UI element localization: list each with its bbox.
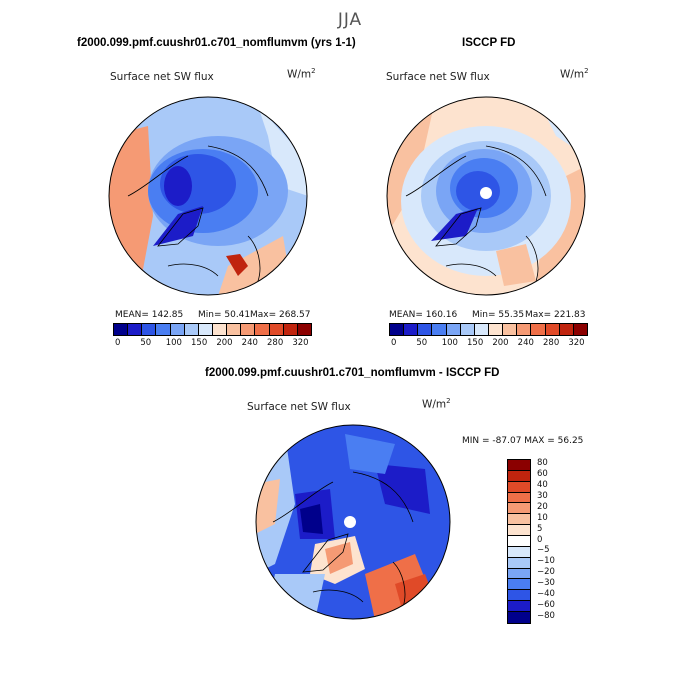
- left-max: Max= 268.57: [250, 310, 311, 320]
- colorbar-tick-label: 200: [216, 338, 233, 348]
- right-field-label: Surface net SW flux: [386, 71, 490, 83]
- colorbar-tick-label: 20: [537, 501, 548, 512]
- colorbar-swatch: [508, 557, 530, 569]
- colorbar-swatch: [390, 324, 405, 335]
- colorbar-tick-label: −5: [537, 545, 550, 556]
- right-units-label: W/m2: [560, 67, 589, 81]
- colorbar-tick-label: 80: [537, 458, 548, 469]
- colorbar-swatch: [114, 324, 129, 335]
- colorbar-swatch: [573, 324, 587, 335]
- colorbar-swatch: [142, 324, 157, 335]
- diff-panel-title: f2000.099.pmf.cuushr01.c701_nomflumvm - …: [205, 367, 500, 379]
- diff-units-label: W/m2: [422, 397, 451, 411]
- colorbar-swatch: [503, 324, 518, 335]
- colorbar-swatch: [508, 492, 530, 504]
- colorbar-tick-label: 60: [537, 469, 548, 480]
- colorbar-swatch: [255, 324, 270, 335]
- colorbar-tick-label: 320: [568, 338, 585, 348]
- colorbar-tick-label: 5: [537, 523, 543, 534]
- colorbar-swatch: [269, 324, 284, 335]
- diff-minmax: MIN = -87.07 MAX = 56.25: [462, 436, 584, 446]
- colorbar-swatch: [508, 481, 530, 493]
- colorbar-tick-label: −20: [537, 567, 555, 578]
- colorbar-tick-label: 0: [115, 338, 121, 348]
- colorbar-tick-label: 100: [165, 338, 182, 348]
- colorbar-swatch: [508, 579, 530, 591]
- colorbar-tick-label: −40: [537, 588, 555, 599]
- colorbar-tick-label: −60: [537, 599, 555, 610]
- colorbar-swatch: [241, 324, 256, 335]
- left-panel-title: f2000.099.pmf.cuushr01.c701_nomflumvm (y…: [77, 37, 356, 49]
- colorbar-tick-label: 50: [416, 338, 428, 348]
- season-title: JJA: [337, 10, 363, 30]
- colorbar-tick-label: 280: [543, 338, 560, 348]
- colorbar-swatch: [508, 514, 530, 526]
- colorbar-swatch: [432, 324, 447, 335]
- colorbar-tick-label: 50: [140, 338, 152, 348]
- left-polar-map: [108, 96, 308, 296]
- right-max: Max= 221.83: [525, 310, 586, 320]
- colorbar-swatch: [508, 601, 530, 613]
- diff-polar-map: [255, 424, 451, 620]
- colorbar-swatch: [198, 324, 213, 335]
- colorbar-tick-label: 30: [537, 491, 548, 502]
- colorbar-tick-label: 0: [537, 534, 543, 545]
- colorbar-tick-label: 0: [391, 338, 397, 348]
- left-field-label: Surface net SW flux: [110, 71, 214, 83]
- right-colorbar: [389, 323, 588, 336]
- right-polar-map: [386, 96, 586, 296]
- colorbar-swatch: [508, 470, 530, 482]
- colorbar-swatch: [128, 324, 143, 335]
- colorbar-swatch: [517, 324, 532, 335]
- colorbar-swatch: [184, 324, 199, 335]
- colorbar-swatch: [474, 324, 489, 335]
- colorbar-tick-label: 150: [467, 338, 484, 348]
- colorbar-swatch: [404, 324, 419, 335]
- left-mean: MEAN= 142.85: [115, 310, 184, 320]
- colorbar-swatch: [212, 324, 228, 335]
- diff-field-label: Surface net SW flux: [247, 401, 351, 413]
- colorbar-tick-label: 150: [191, 338, 208, 348]
- colorbar-tick-label: −30: [537, 577, 555, 588]
- left-colorbar: [113, 323, 312, 336]
- colorbar-swatch: [531, 324, 546, 335]
- colorbar-tick-label: 240: [241, 338, 258, 348]
- colorbar-swatch: [446, 324, 461, 335]
- colorbar-swatch: [418, 324, 433, 335]
- colorbar-swatch: [227, 324, 242, 335]
- colorbar-swatch: [170, 324, 185, 335]
- colorbar-tick-label: −80: [537, 610, 555, 621]
- colorbar-swatch: [508, 525, 530, 537]
- colorbar-swatch: [508, 503, 530, 515]
- colorbar-swatch: [559, 324, 574, 335]
- left-units-label: W/m2: [287, 67, 316, 81]
- colorbar-tick-label: 280: [267, 338, 284, 348]
- colorbar-tick-label: 10: [537, 512, 548, 523]
- colorbar-tick-label: 240: [517, 338, 534, 348]
- colorbar-tick-label: 100: [441, 338, 458, 348]
- right-min: Min= 55.35: [472, 310, 525, 320]
- right-panel-title: ISCCP FD: [462, 37, 516, 49]
- colorbar-tick-label: −10: [537, 556, 555, 567]
- colorbar-swatch: [297, 324, 311, 335]
- colorbar-swatch: [508, 536, 530, 547]
- colorbar-swatch: [283, 324, 298, 335]
- left-min: Min= 50.41: [198, 310, 251, 320]
- diff-colorbar: [507, 459, 531, 624]
- colorbar-swatch: [460, 324, 475, 335]
- colorbar-swatch: [508, 568, 530, 580]
- colorbar-tick-label: 320: [292, 338, 309, 348]
- colorbar-swatch: [508, 590, 530, 602]
- right-mean: MEAN= 160.16: [389, 310, 458, 320]
- colorbar-swatch: [488, 324, 504, 335]
- colorbar-swatch: [508, 612, 530, 623]
- colorbar-swatch: [156, 324, 171, 335]
- colorbar-swatch: [545, 324, 560, 335]
- colorbar-swatch: [508, 460, 530, 471]
- colorbar-tick-label: 200: [492, 338, 509, 348]
- colorbar-tick-label: 40: [537, 480, 548, 491]
- colorbar-swatch: [508, 546, 530, 558]
